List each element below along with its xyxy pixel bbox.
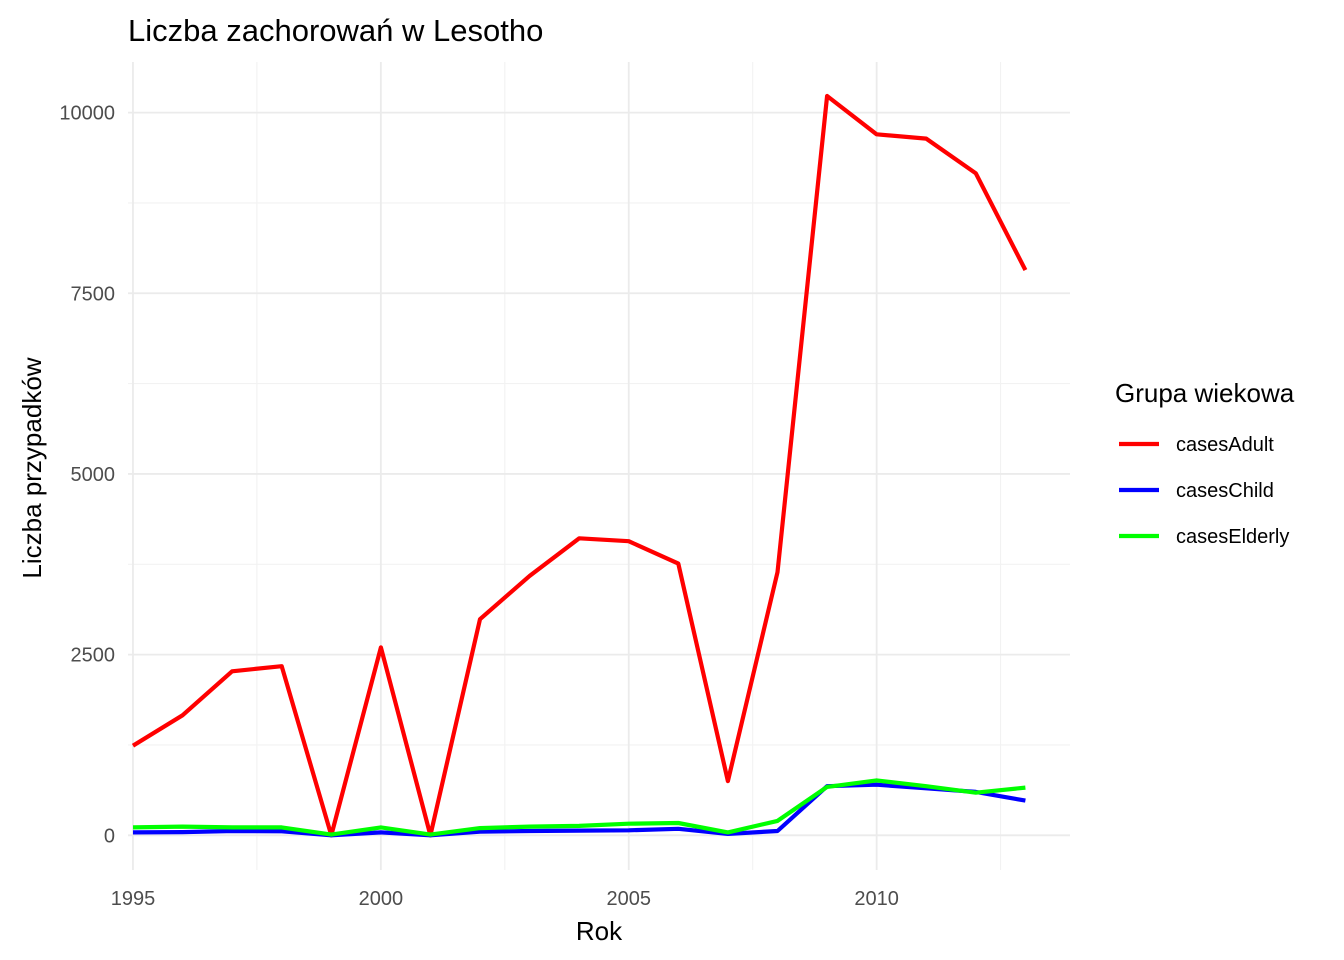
legend-title: Grupa wiekowa	[1115, 378, 1295, 408]
legend: Grupa wiekowa casesAdult casesChild casesE…	[1115, 378, 1295, 548]
x-axis-title: Rok	[576, 916, 623, 946]
chart-title: Liczba zachorowań w Lesotho	[128, 13, 543, 48]
x-tick-label: 2010	[854, 888, 899, 910]
legend-items: casesAdult casesChild casesElderly	[1119, 434, 1289, 548]
series-lines	[131, 93, 1028, 838]
minor-gridlines	[128, 62, 1070, 870]
series-line-casesAdult	[131, 93, 1028, 838]
x-axis-ticks: 1995 2000 2005 2010	[111, 888, 899, 910]
series-line-casesChild	[132, 782, 1026, 838]
y-axis-title: Liczba przypadków	[17, 357, 47, 578]
x-tick-label: 2000	[359, 888, 404, 910]
y-tick-label: 5000	[71, 464, 116, 486]
y-tick-label: 0	[104, 825, 115, 847]
major-gridlines	[128, 62, 1070, 870]
y-tick-label: 10000	[59, 103, 115, 125]
legend-label-casesElderly: casesElderly	[1176, 526, 1289, 548]
legend-label-casesChild: casesChild	[1176, 480, 1274, 502]
series-line-casesElderly	[132, 778, 1026, 837]
x-tick-label: 1995	[111, 888, 156, 910]
y-tick-label: 2500	[71, 645, 116, 667]
legend-label-casesAdult: casesAdult	[1176, 434, 1274, 456]
y-axis-ticks: 0 2500 5000 7500 10000	[59, 103, 115, 848]
x-tick-label: 2005	[606, 888, 651, 910]
y-tick-label: 7500	[71, 283, 116, 305]
